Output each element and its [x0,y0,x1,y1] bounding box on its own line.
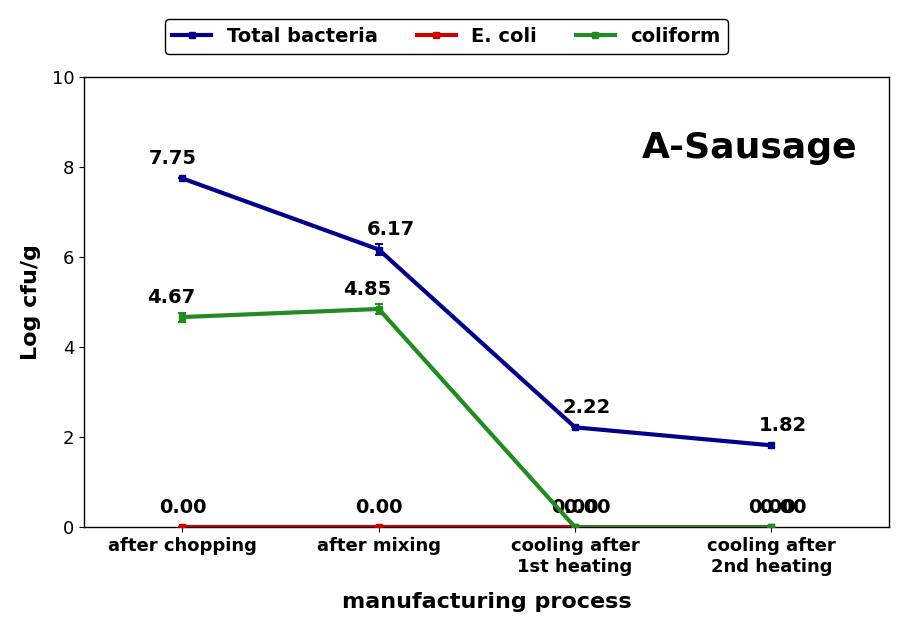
Text: 0.00: 0.00 [563,498,611,517]
Legend: Total bacteria, E. coli, coliform: Total bacteria, E. coli, coliform [165,19,728,54]
Y-axis label: Log cfu/g: Log cfu/g [21,244,41,360]
Text: 0.00: 0.00 [551,498,599,517]
Text: A-Sausage: A-Sausage [642,131,857,165]
Text: 0.00: 0.00 [355,498,402,517]
Text: 7.75: 7.75 [148,149,197,168]
Text: 4.67: 4.67 [147,287,195,307]
Text: 2.22: 2.22 [562,398,611,417]
Text: 4.85: 4.85 [343,280,391,298]
X-axis label: manufacturing process: manufacturing process [342,592,632,612]
Text: 1.82: 1.82 [759,416,807,435]
Text: 0.00: 0.00 [158,498,207,517]
Text: 6.17: 6.17 [367,220,415,239]
Text: 0.00: 0.00 [748,498,795,517]
Text: 0.00: 0.00 [760,498,807,517]
